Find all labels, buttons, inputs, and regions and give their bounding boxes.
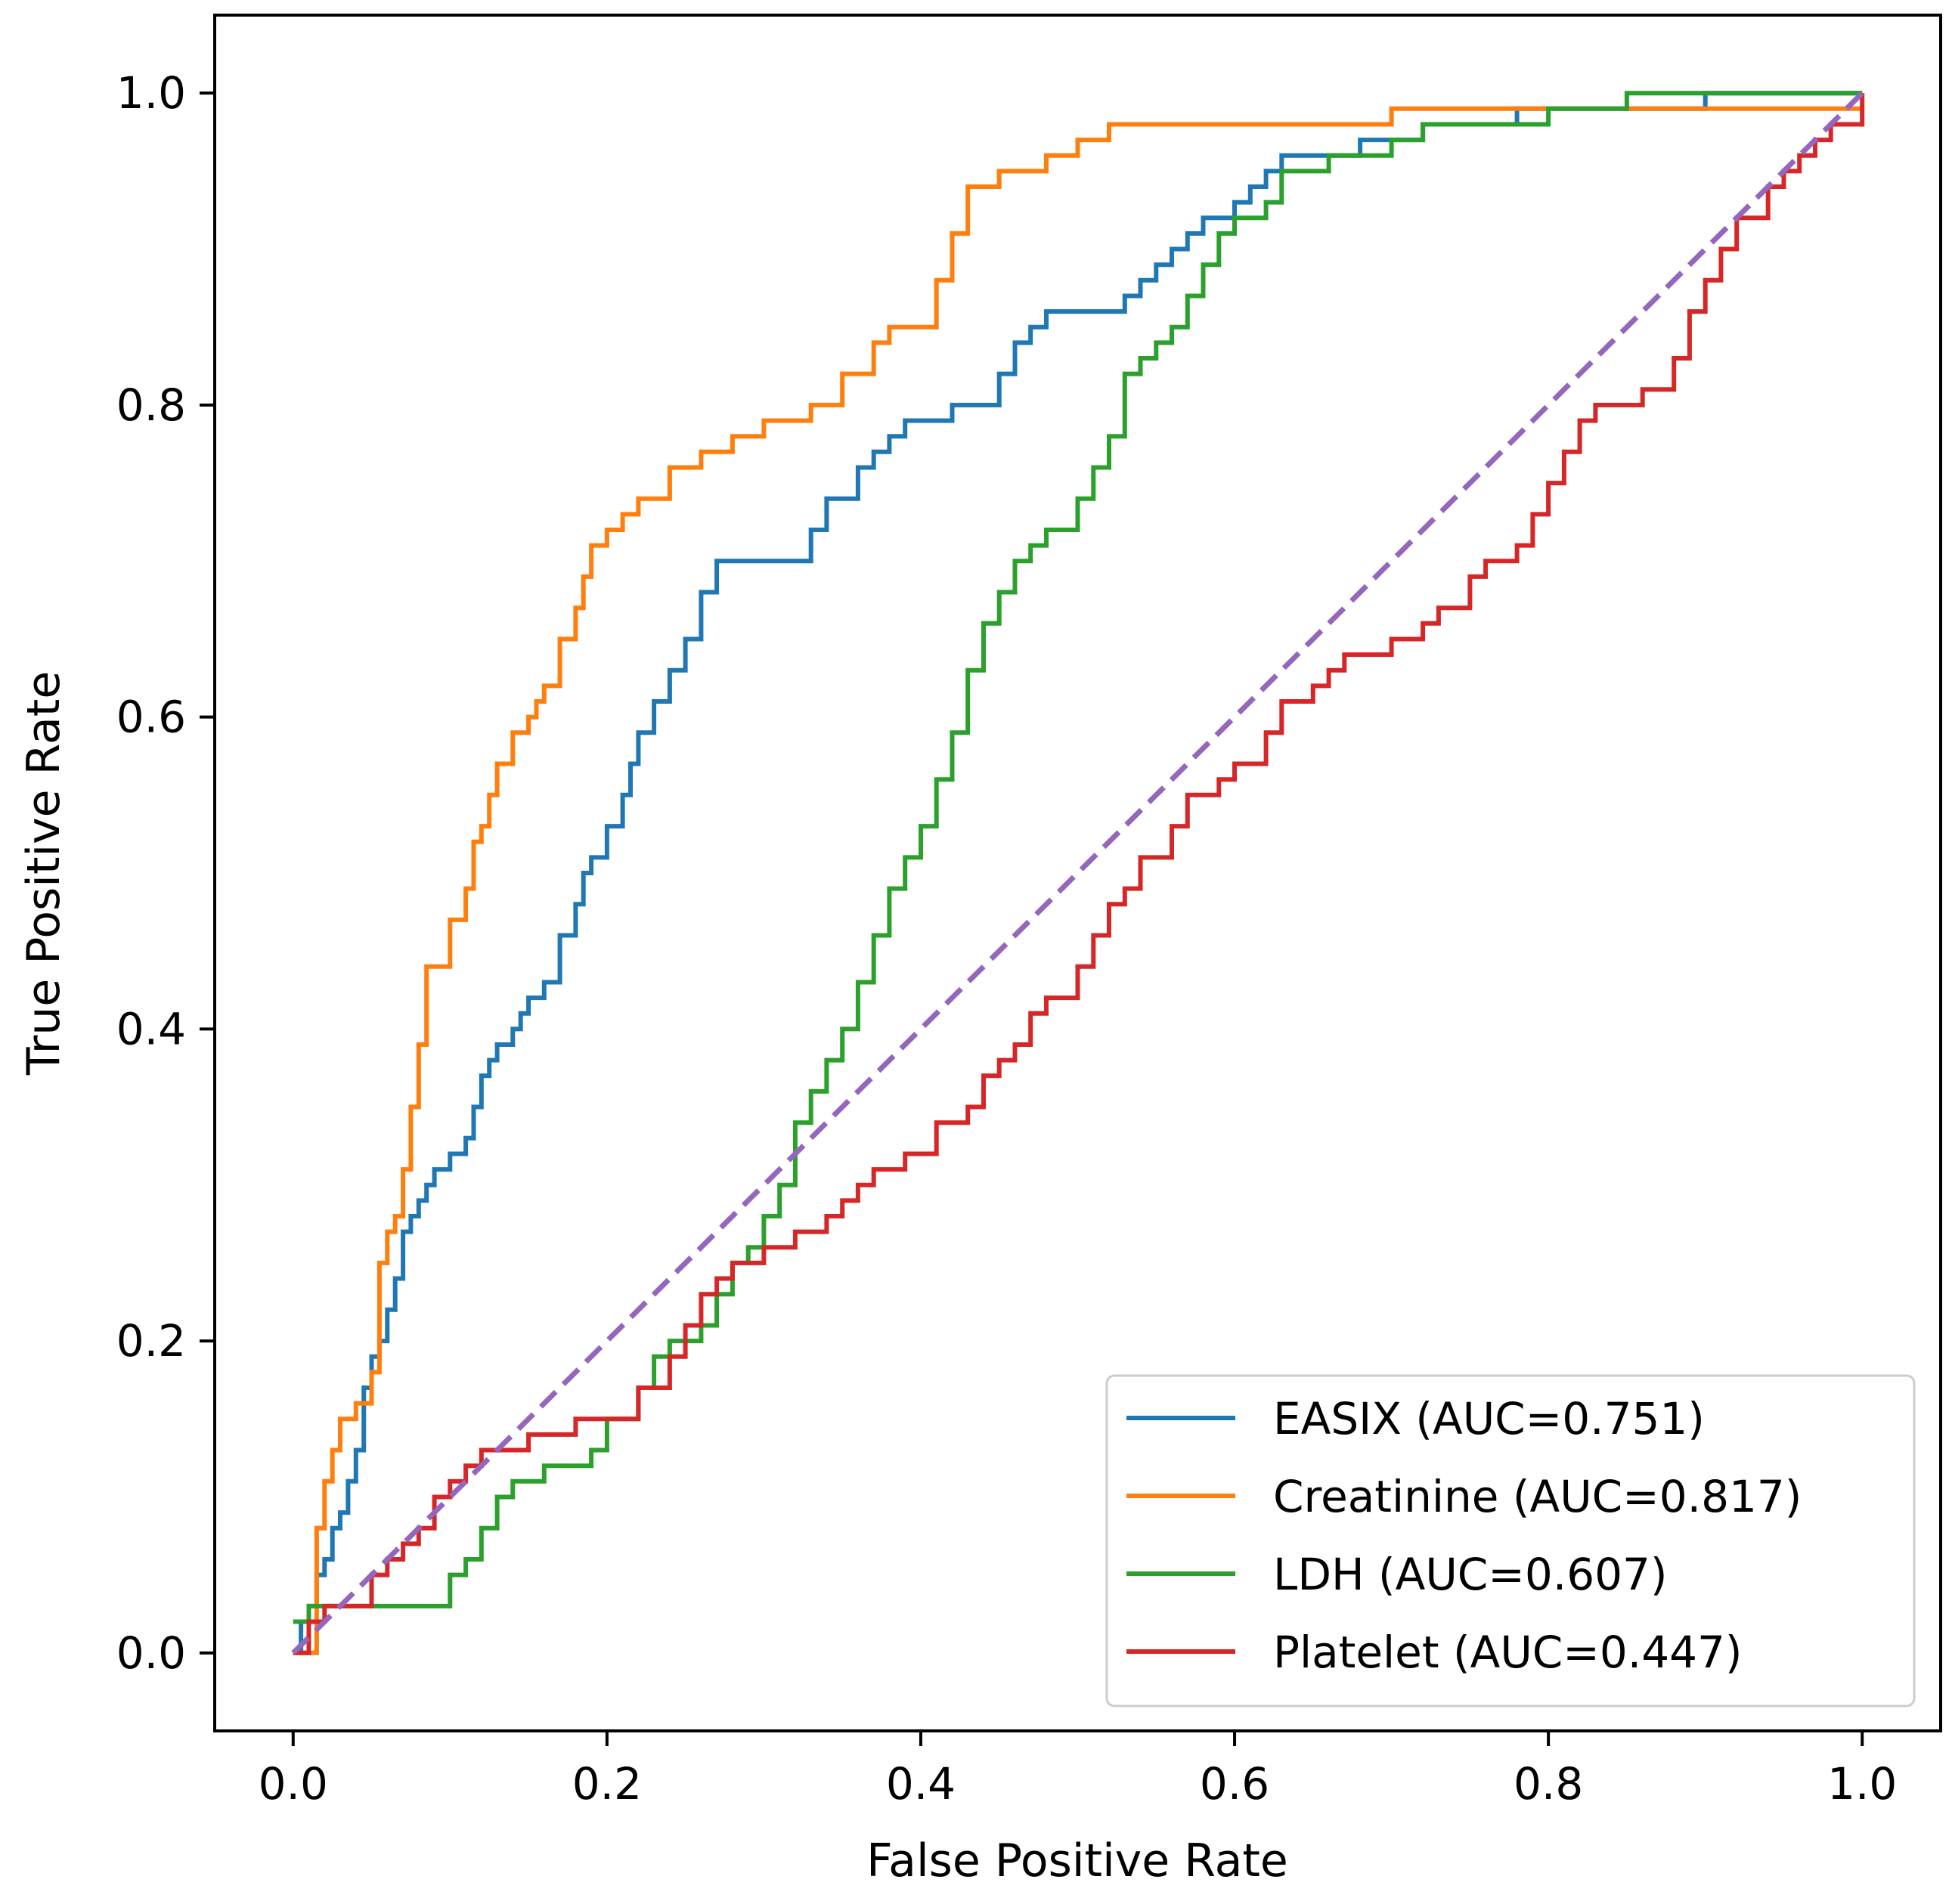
- legend-box: [1105, 1374, 1916, 1707]
- series-layer: [291, 91, 1865, 1655]
- x-tick-label: 0.6: [1200, 1758, 1269, 1810]
- x-tick-label: 0.0: [259, 1758, 328, 1810]
- x-tick-label: 0.2: [572, 1758, 642, 1810]
- series-line-platelet: [293, 93, 1865, 1655]
- y-tick-label: 0.6: [116, 692, 186, 743]
- legend-label: EASIX (AUC=0.751): [1273, 1393, 1705, 1444]
- series-line-ldh: [293, 91, 1863, 1624]
- y-tick-label: 0.2: [116, 1315, 186, 1367]
- legend: EASIX (AUC=0.751) Creatinine (AUC=0.817) L…: [1105, 1374, 1916, 1707]
- x-tick-label: 0.4: [886, 1758, 956, 1810]
- y-tick-label: 0.4: [116, 1003, 186, 1054]
- series-line-easix: [293, 91, 1863, 1655]
- x-tick-label: 0.8: [1514, 1758, 1583, 1810]
- y-tick-label: 0.8: [116, 379, 186, 431]
- x-axis-title: False Positive Rate: [866, 1834, 1288, 1887]
- legend-label: Platelet (AUC=0.447): [1273, 1627, 1743, 1678]
- y-tick-label: 0.0: [116, 1627, 186, 1679]
- x-axis: 0.0 0.2 0.4 0.6 0.8 1.0: [259, 1731, 1897, 1810]
- legend-label: Creatinine (AUC=0.817): [1273, 1471, 1802, 1522]
- series-line-chance: [291, 91, 1864, 1655]
- plot-frame: [213, 14, 1942, 1732]
- series-line-creatinine: [293, 106, 1863, 1655]
- y-axis-title: True Positive Rate: [17, 671, 70, 1076]
- legend-label: LDH (AUC=0.607): [1273, 1549, 1668, 1600]
- y-axis: 0.0 0.2 0.4 0.6 0.8 1.0: [116, 67, 215, 1679]
- x-tick-label: 1.0: [1827, 1758, 1897, 1810]
- y-tick-label: 1.0: [116, 67, 186, 119]
